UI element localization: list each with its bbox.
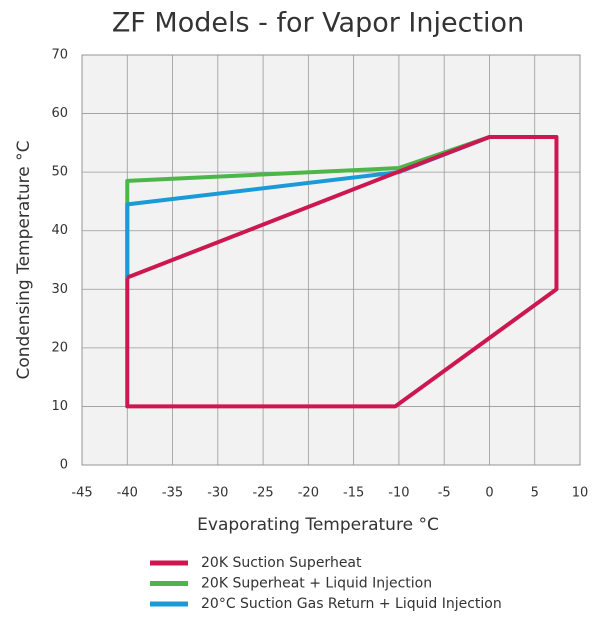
x-tick-label: -25: [252, 486, 273, 501]
plot-area: [81, 54, 581, 466]
x-tick-label: -10: [388, 486, 409, 501]
y-tick-label: 20: [51, 340, 68, 355]
x-tick-label: -45: [71, 486, 92, 501]
x-axis-label: Evaporating Temperature °C: [197, 515, 439, 535]
x-tick-label: -15: [343, 486, 364, 501]
series-line: [125, 135, 559, 409]
y-tick-label: 70: [51, 48, 68, 63]
x-tick-label: 5: [531, 486, 539, 501]
x-tick-label: -5: [438, 486, 451, 501]
x-tick-label: -20: [298, 486, 319, 501]
legend-label: 20K Superheat + Liquid Injection: [201, 576, 432, 592]
x-tick-label: 10: [572, 486, 589, 501]
x-tick-label: -30: [207, 486, 228, 501]
y-tick-label: 10: [51, 399, 68, 414]
chart-title: ZF Models - for Vapor Injection: [112, 8, 524, 39]
y-axis-label: Condensing Temperature °C: [14, 140, 34, 379]
y-tick-label: 0: [60, 458, 68, 473]
y-tick-label: 50: [51, 165, 68, 180]
x-tick-label: 0: [485, 486, 493, 501]
x-tick-label: -40: [117, 486, 138, 501]
legend-label: 20K Suction Superheat: [201, 555, 362, 571]
legend-label: 20°C Suction Gas Return + Liquid Injecti…: [201, 596, 502, 612]
y-tick-label: 30: [51, 282, 68, 297]
x-tick-label: -35: [162, 486, 183, 501]
y-tick-label: 40: [51, 223, 68, 238]
y-tick-label: 60: [51, 106, 68, 121]
